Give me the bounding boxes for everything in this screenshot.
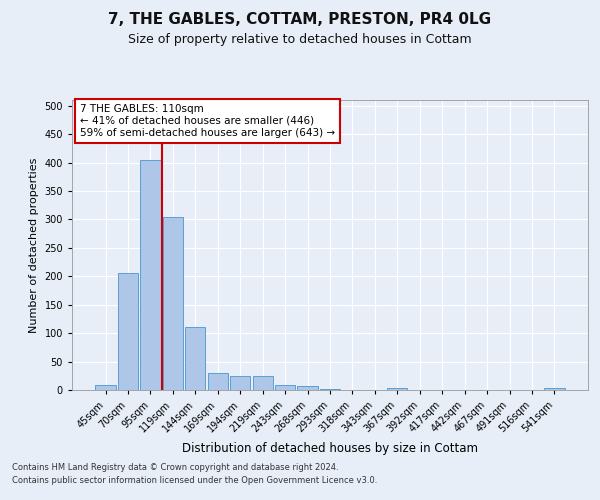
Y-axis label: Number of detached properties: Number of detached properties [29,158,39,332]
Text: 7, THE GABLES, COTTAM, PRESTON, PR4 0LG: 7, THE GABLES, COTTAM, PRESTON, PR4 0LG [109,12,491,28]
Text: Size of property relative to detached houses in Cottam: Size of property relative to detached ho… [128,32,472,46]
Bar [140,160,161,390]
Bar [185,328,205,390]
Text: Contains HM Land Registry data © Crown copyright and database right 2024.: Contains HM Land Registry data © Crown c… [12,462,338,471]
Bar [544,388,565,390]
Text: 7 THE GABLES: 110sqm
← 41% of detached houses are smaller (446)
59% of semi-deta: 7 THE GABLES: 110sqm ← 41% of detached h… [80,104,335,138]
Bar [208,373,228,390]
Bar [275,386,295,390]
Bar [95,386,116,390]
Bar [118,274,138,390]
Bar [387,388,407,390]
Bar [320,389,340,390]
Bar [298,386,317,390]
Bar [253,376,273,390]
Bar [230,376,250,390]
Text: Contains public sector information licensed under the Open Government Licence v3: Contains public sector information licen… [12,476,377,485]
Bar [163,216,183,390]
X-axis label: Distribution of detached houses by size in Cottam: Distribution of detached houses by size … [182,442,478,455]
